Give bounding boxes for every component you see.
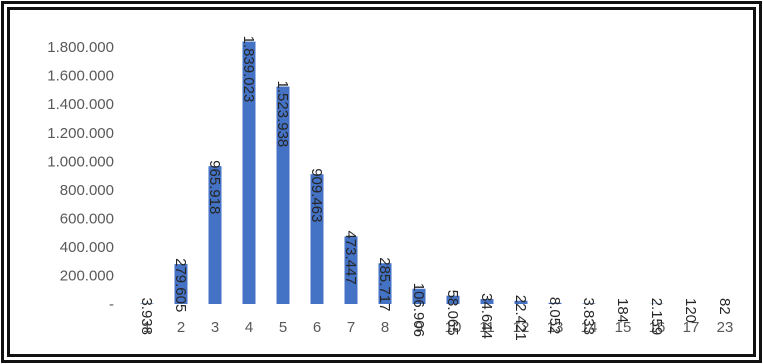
x-tick-label: 23 — [717, 319, 734, 336]
data-label: 279.605 — [172, 258, 189, 312]
data-label: 285.717 — [376, 257, 393, 311]
x-tick-label: 15 — [615, 319, 632, 336]
data-label: 473.447 — [342, 230, 359, 284]
bar — [582, 303, 596, 304]
bar — [446, 295, 460, 304]
data-labels: 3.938 279.605 965.918 1.839.023 1.523.938 909… — [138, 36, 733, 341]
x-tick-label: 3 — [211, 319, 219, 336]
data-label: 3.833 — [580, 297, 597, 335]
y-tick-label: 200.000 — [60, 267, 114, 284]
data-label: 22.421 — [512, 295, 529, 341]
x-tick-label: 16 — [649, 319, 666, 336]
y-tick-label: 1.800.000 — [47, 39, 114, 56]
bar — [208, 166, 222, 304]
x-tick-label: 6 — [313, 319, 321, 336]
data-label: 120 — [682, 298, 699, 323]
x-tick-label: 10 — [445, 319, 462, 336]
y-tick-label: 1.600.000 — [47, 68, 114, 85]
x-axis: 1 2 3 4 5 6 7 8 9 10 11 12 13 14 15 16 17 23 — [143, 319, 734, 336]
y-tick-label: 800.000 — [60, 182, 114, 199]
data-label: 58.065 — [444, 290, 461, 336]
x-tick-label: 9 — [415, 319, 423, 336]
y-tick-label: 400.000 — [60, 239, 114, 256]
data-label: 2.159 — [648, 298, 665, 336]
bar — [548, 302, 562, 304]
x-tick-label: 8 — [381, 319, 389, 336]
x-tick-label: 11 — [479, 319, 495, 336]
x-tick-label: 2 — [177, 319, 185, 336]
bar — [174, 264, 188, 304]
data-label: 82 — [716, 298, 733, 315]
bar-series — [140, 41, 732, 305]
y-tick-label: 1.400.000 — [47, 96, 114, 113]
data-label: 909.463 — [308, 168, 325, 222]
y-tick-label: 1.000.000 — [47, 153, 114, 170]
x-tick-label: 13 — [547, 319, 564, 336]
bar — [140, 303, 154, 304]
y-tick-label: 600.000 — [60, 210, 114, 227]
data-label: 965.918 — [206, 160, 223, 214]
y-axis: - 200.000 400.000 600.000 800.000 1.000.000 1.… — [47, 39, 114, 313]
x-tick-label: 14 — [581, 319, 598, 336]
data-label: 1.839.023 — [240, 36, 257, 103]
x-tick-label: 12 — [513, 319, 530, 336]
y-tick-label: - — [109, 296, 114, 313]
x-tick-label: 7 — [347, 319, 355, 336]
data-label: 1.523.938 — [274, 81, 291, 148]
bar — [310, 174, 324, 304]
x-tick-label: 17 — [683, 319, 700, 336]
bar — [412, 288, 426, 304]
data-label: 34.644 — [478, 293, 495, 339]
data-label: 8.052 — [546, 297, 563, 335]
bar — [514, 300, 528, 304]
bar — [242, 41, 256, 305]
data-label: 3.938 — [138, 297, 155, 335]
x-tick-label: 4 — [245, 319, 253, 336]
x-tick-label: 1 — [143, 319, 151, 336]
bar — [378, 263, 392, 304]
bar — [276, 86, 290, 304]
x-tick-label: 5 — [279, 319, 287, 336]
bar — [344, 236, 358, 304]
data-label: 184 — [614, 298, 631, 323]
y-tick-label: 1.200.000 — [47, 125, 114, 142]
bar — [480, 299, 494, 304]
data-label: 106.906 — [410, 283, 427, 337]
